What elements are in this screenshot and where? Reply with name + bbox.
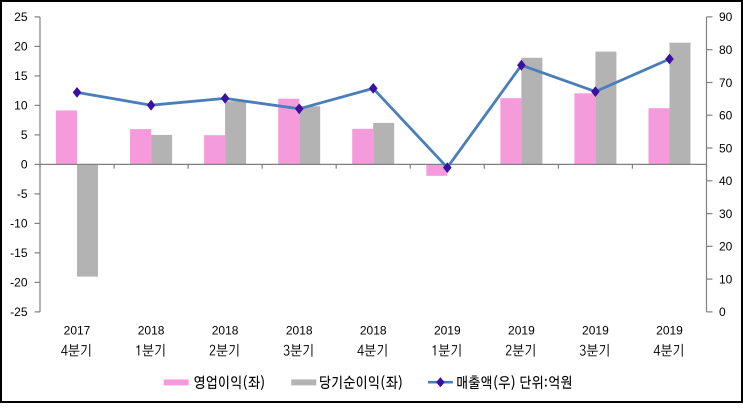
svg-text:25: 25 [14,10,28,24]
svg-text:2019: 2019 [434,323,461,337]
svg-text:2017: 2017 [64,323,91,337]
svg-text:2019: 2019 [656,323,683,337]
svg-text:-5: -5 [17,187,28,201]
svg-text:0: 0 [21,158,28,172]
svg-text:2019: 2019 [508,323,535,337]
svg-text:2019: 2019 [582,323,609,337]
svg-text:10: 10 [719,272,733,286]
svg-text:70: 70 [719,76,733,90]
svg-text:60: 60 [719,109,733,123]
svg-text:20: 20 [14,40,28,54]
svg-text:5: 5 [21,128,28,142]
svg-text:15: 15 [14,69,28,83]
svg-text:0: 0 [719,305,726,319]
svg-text:10: 10 [14,99,28,113]
svg-text:-10: -10 [10,217,28,231]
svg-text:50: 50 [719,141,733,155]
svg-text:80: 80 [719,43,733,57]
svg-text:-25: -25 [10,305,28,319]
svg-text:2018: 2018 [212,323,239,337]
svg-text:-15: -15 [10,246,28,260]
svg-text:40: 40 [719,174,733,188]
svg-text:90: 90 [719,10,733,24]
svg-text:2018: 2018 [360,323,387,337]
svg-text:2018: 2018 [286,323,313,337]
svg-text:-20: -20 [10,276,28,290]
svg-text:20: 20 [719,240,733,254]
svg-text:30: 30 [719,207,733,221]
svg-text:2018: 2018 [138,323,165,337]
